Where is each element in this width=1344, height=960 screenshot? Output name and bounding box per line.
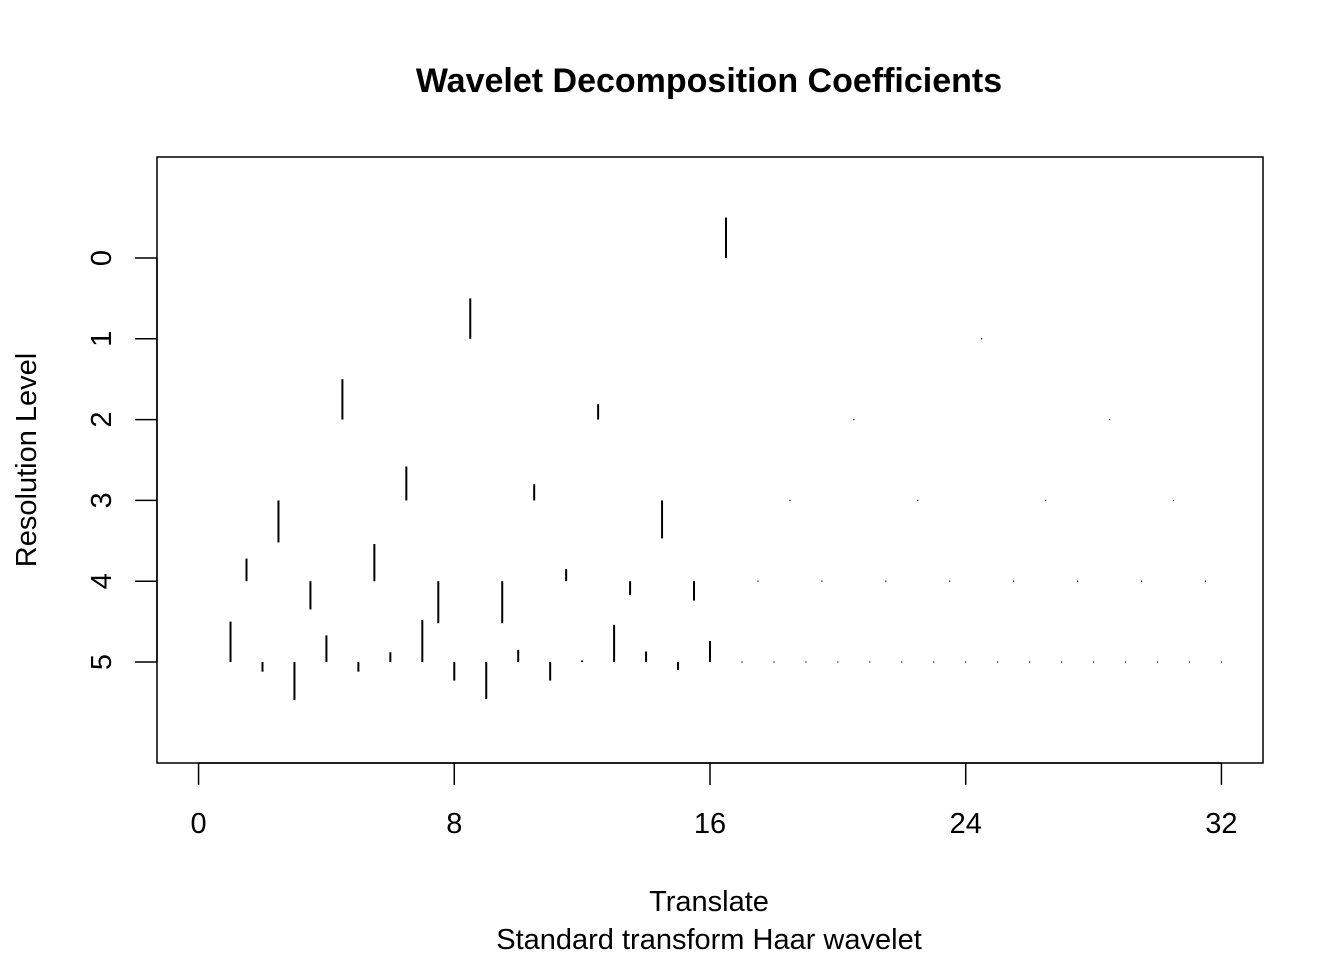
y-tick-label: 5 [86, 654, 118, 670]
coefficient-dot [1220, 661, 1223, 663]
coefficient-dot [1013, 580, 1015, 582]
coefficient-dot [757, 580, 759, 582]
coefficient-dot [1045, 499, 1047, 501]
coefficient-dot [1077, 580, 1079, 582]
y-axis: 0 1 2 3 4 5 [86, 250, 158, 670]
y-tick-label: 1 [86, 331, 118, 347]
coefficient-dot [805, 661, 807, 663]
coefficient-dot [1108, 419, 1111, 421]
coefficient-dot [1140, 580, 1143, 582]
plot-frame [156, 156, 1264, 764]
x-tick-label: 24 [950, 808, 982, 840]
coefficient-dot [869, 661, 871, 663]
coefficient-dot [1188, 661, 1191, 663]
chart-title: Wavelet Decomposition Coefficients [416, 62, 1002, 100]
x-tick-label: 32 [1205, 808, 1237, 840]
coefficient-dot [1092, 661, 1095, 663]
coefficient-dot [1124, 661, 1127, 663]
y-tick-label: 2 [86, 412, 118, 428]
coefficient-dot [789, 499, 791, 501]
y-tick-label: 4 [86, 573, 118, 589]
x-axis: 0 8 16 24 32 [190, 762, 1238, 840]
coefficient-dot [965, 661, 967, 663]
coefficient-dot [821, 580, 823, 582]
coefficient-dot [997, 661, 999, 663]
coefficient-dot [949, 580, 951, 582]
y-axis-label: Resolution Level [11, 353, 43, 567]
coefficient-dot [981, 338, 983, 340]
y-tick-label: 3 [86, 492, 118, 508]
coefficient-dot [1156, 661, 1159, 663]
coefficient-dot [1061, 661, 1063, 663]
coefficient-dot [1029, 661, 1031, 663]
x-tick-label: 0 [190, 808, 206, 840]
coefficient-dot [837, 661, 839, 663]
x-tick-label: 8 [446, 808, 462, 840]
coefficient-dot [741, 661, 743, 663]
coefficient-dot [901, 661, 903, 663]
y-tick-label: 0 [86, 250, 118, 266]
x-axis-subtitle: Standard transform Haar wavelet [496, 924, 922, 956]
coefficient-marks [229, 217, 1223, 700]
coefficient-dot [773, 661, 775, 663]
coefficient-dot [933, 661, 935, 663]
coefficient-dot [853, 419, 855, 421]
coefficient-dot [1172, 499, 1175, 501]
x-axis-label: Translate [649, 886, 769, 918]
coefficient-dot [1204, 580, 1207, 582]
coefficient-dot [917, 499, 919, 501]
x-tick-label: 16 [694, 808, 726, 840]
coefficient-dot [885, 580, 887, 582]
